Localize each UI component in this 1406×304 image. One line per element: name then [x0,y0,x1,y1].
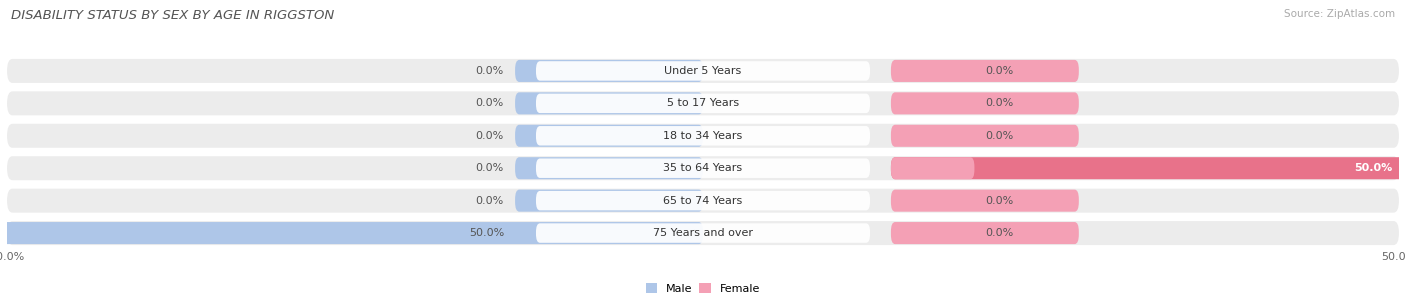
FancyBboxPatch shape [891,60,1078,82]
Text: 5 to 17 Years: 5 to 17 Years [666,98,740,108]
Text: Source: ZipAtlas.com: Source: ZipAtlas.com [1284,9,1395,19]
Text: 35 to 64 Years: 35 to 64 Years [664,163,742,173]
FancyBboxPatch shape [536,223,870,243]
FancyBboxPatch shape [891,157,1406,179]
Text: 0.0%: 0.0% [986,131,1014,141]
FancyBboxPatch shape [515,92,703,114]
Legend: Male, Female: Male, Female [641,279,765,298]
Text: 0.0%: 0.0% [475,66,503,76]
FancyBboxPatch shape [536,191,870,210]
FancyBboxPatch shape [7,124,1399,148]
FancyBboxPatch shape [7,59,1399,83]
Text: 50.0%: 50.0% [1354,163,1392,173]
Text: 0.0%: 0.0% [986,66,1014,76]
Text: 0.0%: 0.0% [475,131,503,141]
Text: 0.0%: 0.0% [475,196,503,206]
Text: 50.0%: 50.0% [468,228,503,238]
FancyBboxPatch shape [891,125,1078,147]
FancyBboxPatch shape [536,158,870,178]
Text: 75 Years and over: 75 Years and over [652,228,754,238]
Text: 65 to 74 Years: 65 to 74 Years [664,196,742,206]
FancyBboxPatch shape [515,190,703,212]
Text: 0.0%: 0.0% [475,98,503,108]
FancyBboxPatch shape [515,60,703,82]
FancyBboxPatch shape [7,156,1399,180]
Text: 0.0%: 0.0% [986,98,1014,108]
FancyBboxPatch shape [7,221,1399,245]
Text: DISABILITY STATUS BY SEX BY AGE IN RIGGSTON: DISABILITY STATUS BY SEX BY AGE IN RIGGS… [11,9,335,22]
Text: Under 5 Years: Under 5 Years [665,66,741,76]
FancyBboxPatch shape [536,94,870,113]
FancyBboxPatch shape [515,125,703,147]
FancyBboxPatch shape [891,157,974,179]
FancyBboxPatch shape [536,126,870,146]
FancyBboxPatch shape [891,222,1078,244]
Text: 0.0%: 0.0% [986,196,1014,206]
Text: 18 to 34 Years: 18 to 34 Years [664,131,742,141]
FancyBboxPatch shape [7,92,1399,115]
FancyBboxPatch shape [536,61,870,81]
FancyBboxPatch shape [7,189,1399,212]
Text: 0.0%: 0.0% [986,228,1014,238]
FancyBboxPatch shape [515,157,703,179]
FancyBboxPatch shape [0,222,703,244]
FancyBboxPatch shape [891,92,1078,114]
FancyBboxPatch shape [891,190,1078,212]
Text: 0.0%: 0.0% [475,163,503,173]
